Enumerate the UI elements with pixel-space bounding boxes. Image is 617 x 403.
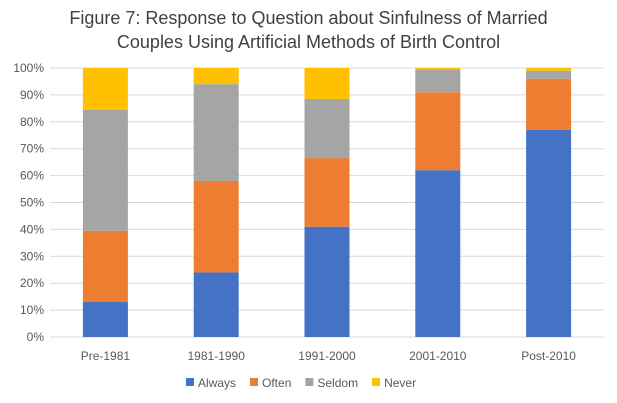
legend-swatch-seldom [305,378,314,386]
legend-swatch-never [372,378,381,386]
bar-often [304,158,350,227]
y-tick-label: 60% [20,169,44,183]
legend-label-seldom: Seldom [317,376,358,390]
y-tick-label: 20% [20,276,44,290]
y-tick-label: 0% [27,330,45,344]
chart-title: Figure 7: Response to Question about Sin… [0,6,617,54]
bar-always [526,129,572,337]
bar-seldom [415,69,461,93]
x-tick-label: Post-2010 [521,349,576,363]
bar-seldom [193,84,239,181]
legend-label-never: Never [384,376,416,390]
bar-never [304,68,350,99]
chart-title-line-1: Figure 7: Response to Question about Sin… [69,8,548,28]
x-tick-label: 1991-2000 [298,349,356,363]
bar-often [526,78,572,130]
legend-label-always: Always [198,376,236,390]
legend-swatch-often [250,378,259,386]
bar-always [415,170,461,337]
x-tick-label: 2001-2010 [409,349,467,363]
bar-always [304,226,350,337]
y-tick-label: 80% [20,115,44,129]
bar-always [82,302,128,337]
bar-seldom [82,109,128,231]
y-tick-label: 100% [13,61,44,75]
y-tick-label: 40% [20,222,44,236]
chart-title-line-2: Couples Using Artificial Methods of Birt… [116,32,501,52]
bar-often [82,230,128,303]
bar-seldom [526,70,572,79]
bar-always [193,272,239,337]
y-tick-label: 90% [20,88,44,102]
x-tick-label: 1981-1990 [188,349,246,363]
y-tick-label: 10% [20,303,44,317]
y-tick-label: 50% [20,196,44,210]
y-tick-label: 70% [20,142,44,156]
bar-never [193,68,239,85]
x-tick-label: Pre-1981 [81,349,131,363]
y-tick-label: 30% [20,249,44,263]
bar-never [526,68,572,71]
bar-often [193,180,239,273]
legend-label-often: Often [262,376,291,390]
bar-seldom [304,98,350,159]
bar-often [415,92,461,171]
bar-never [415,68,461,70]
legend-swatch-always [186,378,194,386]
bar-never [82,68,128,110]
